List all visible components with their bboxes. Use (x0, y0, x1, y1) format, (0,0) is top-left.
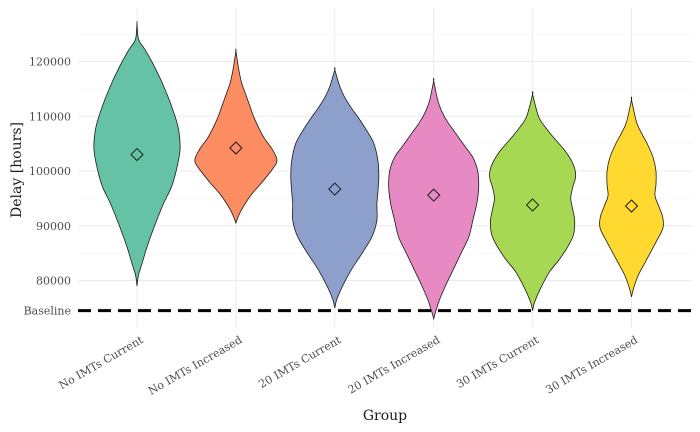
x-tick-label: 20 IMTs Increased (346, 333, 442, 396)
x-axis-title: Group (363, 408, 407, 424)
y-axis: 80000 90000 100000 110000 120000 (29, 56, 71, 288)
mean-marker-3 (426, 188, 441, 202)
mean-marker-5 (624, 199, 639, 213)
violin-5 (599, 96, 664, 298)
y-tick-label: 120000 (29, 56, 71, 69)
mean-marker-0 (130, 147, 144, 162)
x-axis: No IMTs Current No IMTs Increased 20 IMTs … (57, 333, 640, 398)
baseline: Baseline (24, 305, 692, 318)
mean-marker-1 (229, 141, 243, 155)
x-tick-label: 20 IMTs Current (256, 333, 343, 391)
baseline-label: Baseline (24, 305, 71, 318)
violins (93, 21, 664, 321)
y-tick-label: 100000 (29, 165, 71, 178)
violin-3 (388, 77, 480, 321)
violin-0 (93, 21, 181, 287)
mean-marker-2 (328, 182, 342, 196)
y-tick-label: 110000 (29, 110, 71, 123)
violin-1 (194, 48, 278, 225)
x-tick-label: 30 IMTs Current (454, 333, 541, 391)
violin-4 (489, 91, 577, 311)
x-tick-label: No IMTs Increased (146, 333, 244, 397)
y-tick-label: 90000 (36, 220, 71, 233)
y-axis-title: Delay [hours] (9, 122, 25, 218)
x-tick-label: 30 IMTs Increased (544, 333, 640, 396)
y-tick-label: 80000 (36, 275, 71, 288)
violin-2 (290, 67, 380, 308)
x-tick-label: No IMTs Current (57, 333, 146, 392)
mean-marker-4 (525, 198, 540, 212)
